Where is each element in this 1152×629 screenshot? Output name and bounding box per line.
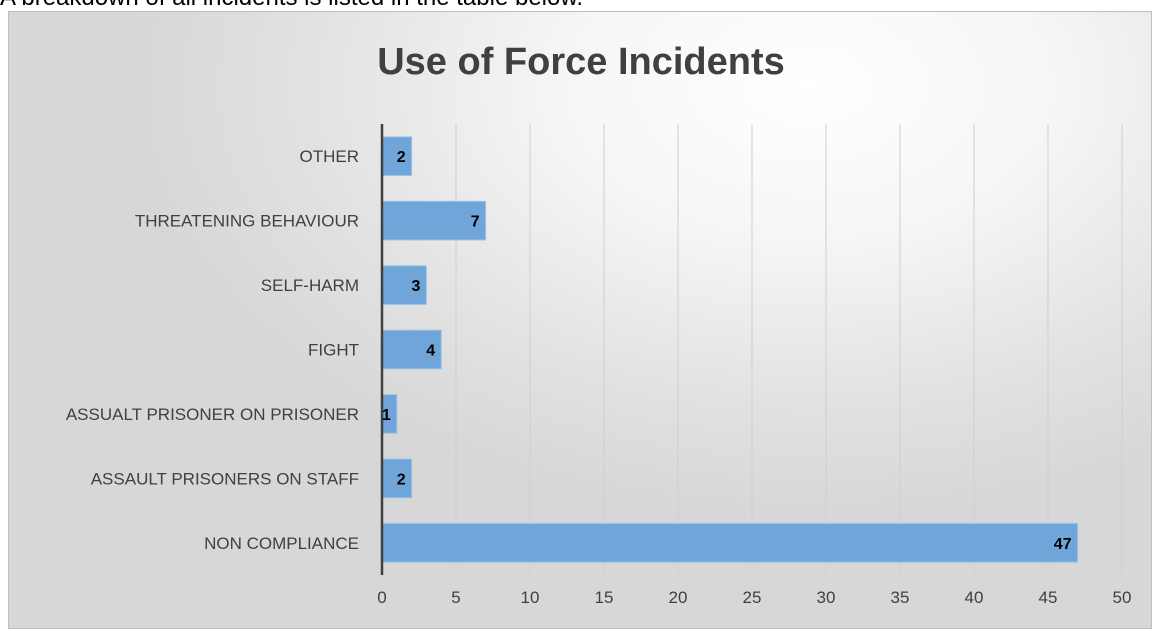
category-label: SELF-HARM [261, 276, 359, 295]
x-tick-label: 5 [451, 588, 460, 607]
data-label: 1 [382, 407, 391, 424]
category-label: ASSAULT PRISONERS ON STAFF [91, 469, 359, 488]
chart-area: Use of Force Incidents 0 5 10 15 20 25 30 35 40 4… [8, 11, 1152, 629]
category-label: NON COMPLIANCE [204, 534, 359, 553]
x-tick-label: 15 [595, 588, 614, 607]
data-label: 2 [397, 149, 406, 166]
bar [381, 200, 487, 241]
chart-title: Use of Force Incidents [377, 41, 785, 83]
bar [381, 522, 1079, 563]
bar [381, 329, 442, 370]
bar [381, 136, 413, 177]
bar-chart: 0 5 10 15 20 25 30 35 40 45 50 OTHER 2 THREATENING BE… [66, 124, 1132, 607]
bars [381, 136, 1079, 563]
x-tick-label: 35 [891, 588, 910, 607]
page-caption: A breakdown of all incidents is listed i… [0, 0, 1152, 11]
gridlines [455, 124, 1123, 575]
x-tick-label: 10 [521, 588, 540, 607]
x-tick-label: 25 [743, 588, 762, 607]
x-tick-label: 20 [669, 588, 688, 607]
category-label: OTHER [300, 147, 360, 166]
x-tick-label: 45 [1039, 588, 1058, 607]
x-tick-label: 50 [1113, 588, 1132, 607]
data-label: 3 [411, 278, 420, 295]
category-label: ASSUALT PRISONER ON PRISONER [66, 405, 359, 424]
category-label: THREATENING BEHAVIOUR [135, 212, 359, 231]
data-label: 2 [397, 471, 406, 488]
labels: 0 5 10 15 20 25 30 35 40 45 50 OTHER 2 THREATENING BE… [66, 147, 1132, 607]
x-tick-label: 0 [377, 588, 386, 607]
x-tick-label: 40 [965, 588, 984, 607]
data-label: 7 [471, 214, 480, 231]
category-label: FIGHT [308, 341, 359, 360]
data-label: 47 [1054, 536, 1072, 553]
data-label: 4 [426, 343, 435, 360]
x-tick-label: 30 [817, 588, 836, 607]
